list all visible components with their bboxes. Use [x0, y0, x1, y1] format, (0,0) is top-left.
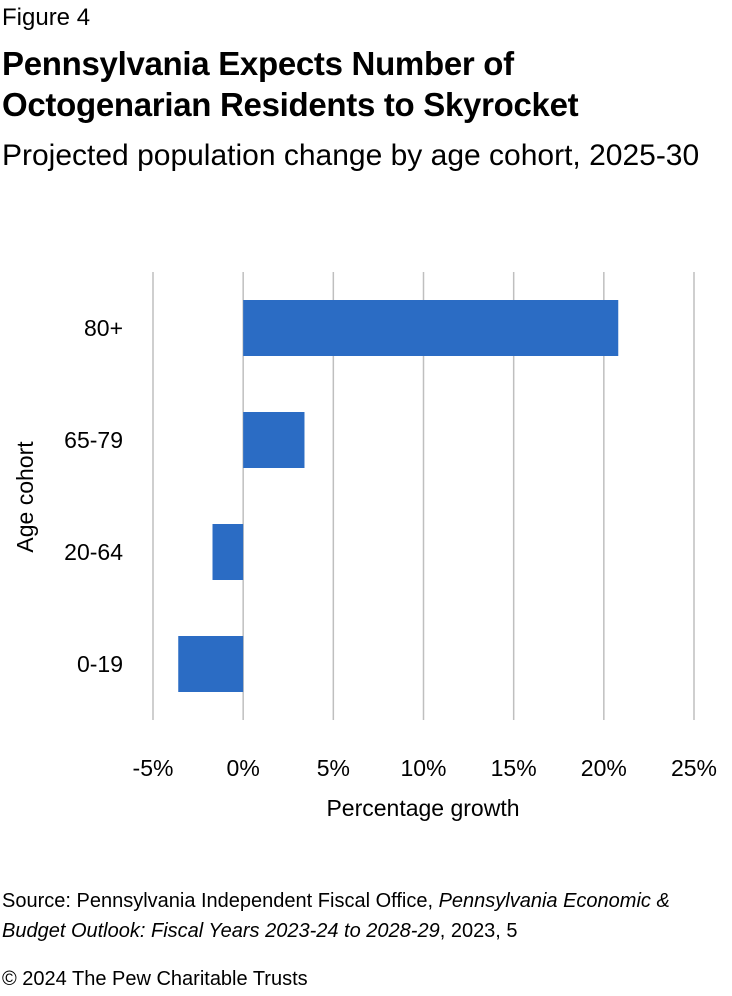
- y-tick-label: 0-19: [77, 651, 123, 677]
- copyright-note: © 2024 The Pew Charitable Trusts: [2, 968, 308, 990]
- x-tick-labels: -5% 0% 5% 10% 15% 20% 25%: [133, 755, 717, 781]
- y-tick-label: 65-79: [64, 427, 123, 453]
- x-tick-label: 5%: [317, 755, 350, 781]
- x-tick-label: 25%: [671, 755, 717, 781]
- source-prefix: Source: Pennsylvania Independent Fiscal …: [2, 890, 439, 912]
- bar-65-79: [243, 412, 305, 468]
- bar-chart: 0-19 20-64 65-79 80+ -5% 0% 5% 10% 15% 20% 25% Pe…: [12, 272, 717, 821]
- y-tick-label: 80+: [84, 315, 123, 341]
- bar-80+: [243, 300, 619, 356]
- source-suffix: , 2023, 5: [439, 920, 518, 942]
- chart-subtitle: Projected population change by age cohor…: [2, 139, 700, 172]
- x-tick-label: 10%: [400, 755, 446, 781]
- x-tick-label: -5%: [133, 755, 174, 781]
- x-tick-label: 20%: [581, 755, 627, 781]
- figure-label: Figure 4: [2, 4, 91, 31]
- x-tick-label: 0%: [227, 755, 260, 781]
- y-tick-label: 20-64: [64, 539, 123, 565]
- bar-0-19: [178, 636, 244, 692]
- y-tick-labels: 0-19 20-64 65-79 80+: [64, 315, 123, 677]
- x-tick-label: 15%: [491, 755, 537, 781]
- chart-title: Pennsylvania Expects Number of Octogenar…: [2, 45, 579, 123]
- source-publication: Pennsylvania Economic & Budget Outlook: …: [2, 890, 670, 942]
- bars: [178, 300, 619, 692]
- x-axis-title: Percentage growth: [326, 795, 519, 821]
- y-axis-title: Age cohort: [12, 441, 38, 553]
- source-note: Source: Pennsylvania Independent Fiscal …: [2, 886, 730, 946]
- bar-20-64: [212, 524, 244, 580]
